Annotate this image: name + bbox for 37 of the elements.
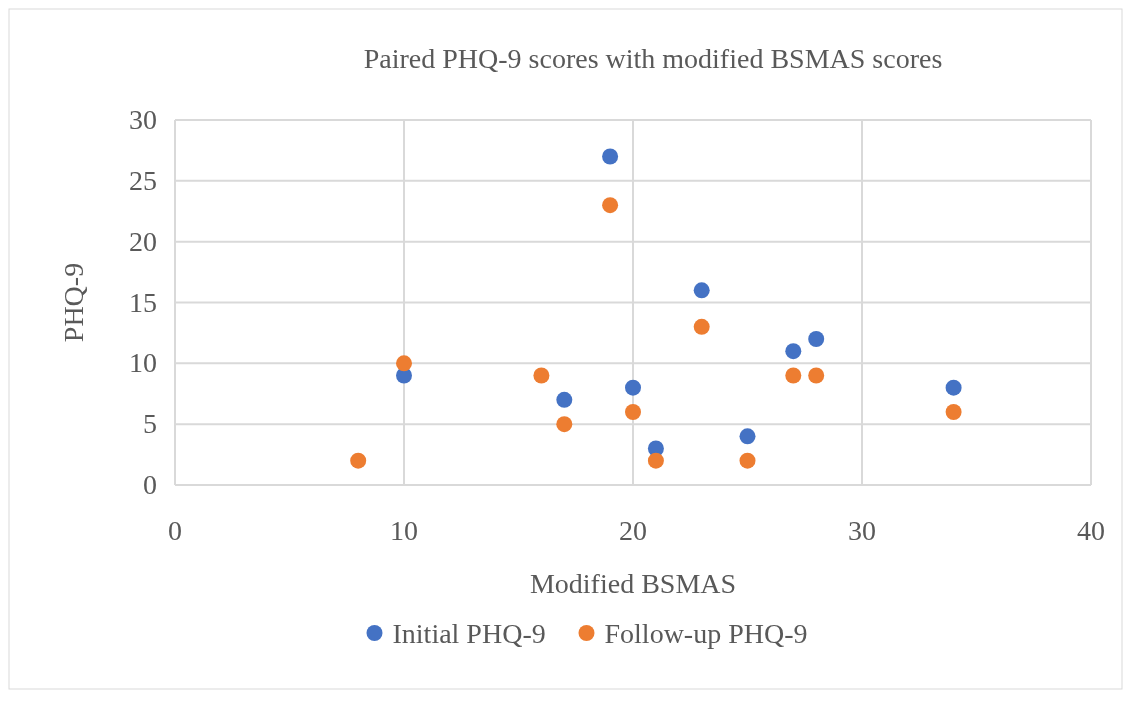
point xyxy=(693,282,710,299)
x-tick-label: 40 xyxy=(1077,515,1105,546)
y-tick-label: 0 xyxy=(143,469,157,500)
point xyxy=(350,452,367,469)
y-tick-label: 5 xyxy=(143,408,157,440)
x-tick-label: 0 xyxy=(168,515,182,546)
point xyxy=(602,197,619,214)
point xyxy=(739,428,756,445)
point xyxy=(808,367,825,384)
point xyxy=(785,343,802,360)
point xyxy=(739,452,756,469)
point xyxy=(785,367,802,384)
x-tick-label: 20 xyxy=(619,515,647,546)
x-tick-label: 30 xyxy=(848,515,876,546)
point xyxy=(533,367,550,384)
point xyxy=(556,416,573,433)
point xyxy=(647,452,664,469)
point xyxy=(945,404,962,420)
point xyxy=(556,391,573,408)
point xyxy=(945,379,962,396)
chart-title: Paired PHQ-9 scores with modified BSMAS scores xyxy=(363,43,943,74)
x-tick-label: 10 xyxy=(390,515,418,546)
y-tick-label: 10 xyxy=(129,347,157,379)
y-tick-label: 20 xyxy=(129,225,157,257)
y-axis-title: PHQ-9 xyxy=(58,262,89,343)
point xyxy=(625,404,641,420)
y-tick-label: 30 xyxy=(129,104,157,135)
point xyxy=(693,318,710,335)
point xyxy=(396,355,412,372)
x-axis-title: Modified BSMAS xyxy=(529,568,737,599)
legend-label: Initial PHQ-9 xyxy=(392,618,546,649)
legend-label: Follow-up PHQ-9 xyxy=(604,618,808,649)
y-tick-label: 15 xyxy=(129,286,157,318)
point xyxy=(808,331,825,347)
point xyxy=(625,379,641,396)
point xyxy=(602,148,619,165)
y-tick-label: 25 xyxy=(129,164,157,196)
